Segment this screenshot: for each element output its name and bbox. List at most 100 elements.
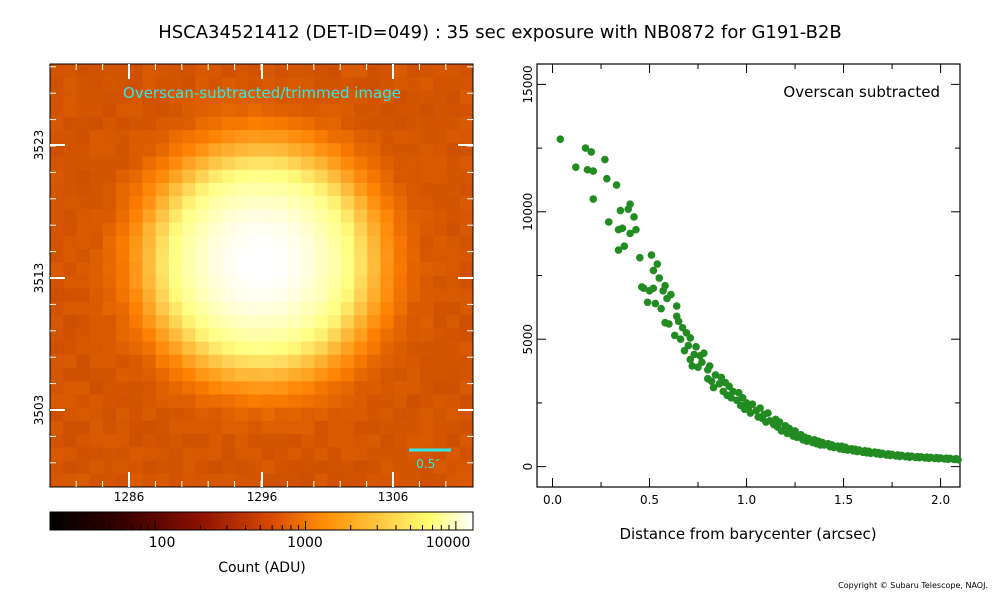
heatmap-cell: [195, 447, 210, 461]
heatmap-cell: [274, 381, 289, 395]
heatmap-cell: [182, 90, 196, 105]
heatmap-cell: [340, 394, 355, 409]
heatmap-cell: [116, 315, 130, 329]
heatmap-cell: [129, 64, 143, 78]
heatmap-cell: [63, 103, 77, 118]
heatmap-cell: [340, 130, 355, 144]
heatmap-cell: [129, 156, 143, 171]
heatmap-cell: [433, 235, 447, 250]
heatmap-cell: [116, 381, 130, 395]
heatmap-cell: [168, 407, 183, 422]
heatmap-cell: [314, 235, 328, 250]
heatmap-cell: [433, 156, 447, 171]
heatmap-cell: [248, 301, 262, 316]
heatmap-cell: [155, 381, 170, 395]
heatmap-cell: [208, 434, 223, 448]
heatmap-cell: [459, 64, 474, 78]
heatmap-cell: [314, 288, 328, 303]
heatmap-cell: [248, 394, 262, 409]
x-axis-label: Distance from barycenter (arcsec): [619, 525, 876, 543]
heatmap-cell: [248, 447, 262, 461]
heatmap-cell: [274, 460, 289, 475]
heatmap-cell: [168, 249, 183, 263]
heatmap-cell: [380, 434, 395, 448]
heatmap-cell: [102, 103, 117, 118]
heatmap-cell: [63, 301, 77, 316]
heatmap-cell: [195, 407, 210, 422]
heatmap-cell: [287, 460, 302, 475]
heatmap-cell: [446, 341, 461, 356]
heatmap-cell: [208, 341, 223, 356]
heatmap-cell: [235, 130, 249, 144]
heatmap-cell: [446, 262, 461, 276]
heatmap-cell: [367, 156, 381, 171]
heatmap-cell: [208, 249, 223, 263]
heatmap-cell: [261, 354, 276, 369]
heatmap-cell: [301, 209, 315, 224]
heatmap-cell: [235, 196, 249, 210]
heatmap-cell: [76, 156, 91, 171]
heatmap-cell: [459, 460, 474, 475]
heatmap-cell: [406, 196, 421, 210]
heatmap-cell: [50, 130, 64, 144]
heatmap-cell: [420, 222, 434, 237]
heatmap-cell: [182, 447, 196, 461]
heatmap-cell: [235, 156, 249, 171]
heatmap-cell: [287, 143, 302, 157]
heatmap-cell: [433, 103, 447, 118]
heatmap-cell: [195, 354, 210, 369]
heatmap-cell: [195, 249, 210, 263]
heatmap-cell: [116, 222, 130, 237]
heatmap-cell: [459, 222, 474, 237]
heatmap-cell: [459, 354, 474, 369]
heatmap-cell: [129, 235, 143, 250]
heatmap-cell: [261, 116, 276, 131]
heatmap-cell: [102, 64, 117, 78]
scatter-ticks: 0.0 0.5 1.0 1.5 2.0 0 5000 10000 15000: [521, 64, 960, 507]
heatmap-cell: [235, 381, 249, 395]
heatmap-cell: [301, 288, 315, 303]
heatmap-cell: [182, 301, 196, 316]
heatmap-cell: [420, 460, 434, 475]
heatmap-cell: [406, 301, 421, 316]
heatmap-cell: [221, 90, 236, 105]
heatmap-cell: [301, 328, 315, 342]
heatmap-cell: [406, 275, 421, 290]
heatmap-cell: [248, 262, 262, 276]
heatmap-cell: [76, 315, 91, 329]
heatmap-cell: [327, 301, 342, 316]
heatmap-cell: [76, 209, 91, 224]
heatmap-cell: [261, 447, 276, 461]
heatmap-cell: [446, 196, 461, 210]
heatmap-cell: [142, 275, 157, 290]
heatmap-cell: [235, 473, 249, 488]
heatmap-cell: [459, 116, 474, 131]
heatmap-cell: [340, 77, 355, 91]
heatmap-cell: [50, 328, 64, 342]
heatmap-cell: [129, 381, 143, 395]
heatmap-cell: [420, 156, 434, 171]
heatmap-cell: [129, 90, 143, 105]
heatmap-cell: [433, 116, 447, 131]
heatmap-cell: [116, 169, 130, 184]
heatmap-cell: [155, 328, 170, 342]
heatmap-cell: [168, 209, 183, 224]
heatmap-cell: [116, 156, 130, 171]
heatmap-cell: [446, 315, 461, 329]
heatmap-cell: [89, 249, 104, 263]
heatmap-cell: [446, 169, 461, 184]
heatmap-cell: [314, 381, 328, 395]
heatmap-cell: [168, 288, 183, 303]
heatmap-cell: [102, 447, 117, 461]
heatmap-cell: [340, 143, 355, 157]
heatmap-cell: [301, 196, 315, 210]
heatmap-cell: [433, 407, 447, 422]
heatmap-cell: [221, 447, 236, 461]
heatmap-cell: [235, 64, 249, 78]
heatmap-cell: [406, 182, 421, 197]
heatmap-cell: [208, 90, 223, 105]
scatter-point: [614, 246, 623, 254]
heatmap-cell: [459, 434, 474, 448]
heatmap-cell: [63, 460, 77, 475]
heatmap-cell: [63, 116, 77, 131]
